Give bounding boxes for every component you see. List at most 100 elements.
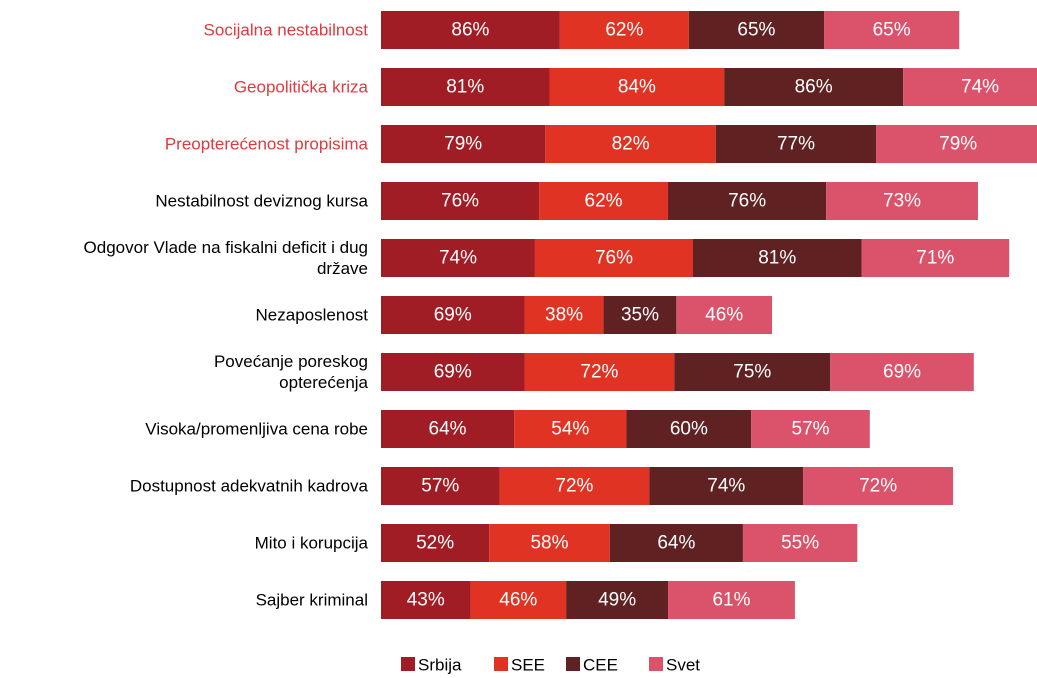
bar-segment: [724, 68, 904, 106]
bar-segment: [524, 296, 604, 334]
bar-segment: [514, 410, 627, 448]
bar-segment: [603, 296, 677, 334]
category-label: Povećanje poreskog opterećenja: [213, 352, 368, 392]
value-label: 76%: [441, 191, 479, 212]
bar-segment: [381, 11, 560, 49]
bar-segment: [381, 239, 535, 277]
bar-segment: [903, 68, 1037, 106]
bar-segment: [381, 467, 500, 505]
category-label: Visoka/promenljiva cena robe: [145, 419, 368, 439]
category-label: Geopolitička kriza: [233, 77, 368, 97]
value-label: 76%: [595, 248, 633, 269]
value-label: 73%: [883, 191, 921, 212]
value-label: 76%: [728, 191, 766, 212]
value-label: 62%: [605, 20, 643, 41]
bar-segment: [381, 182, 540, 220]
bar-segment: [381, 296, 525, 334]
value-label: 49%: [598, 590, 636, 611]
legend-swatch: [401, 657, 415, 671]
value-label: 55%: [781, 533, 819, 554]
value-label: 46%: [499, 590, 537, 611]
bar-segment: [545, 125, 716, 163]
legend-swatch: [649, 657, 663, 671]
value-label: 74%: [961, 77, 999, 98]
legend-label: SEE: [511, 656, 545, 675]
value-label: 61%: [712, 590, 750, 611]
bar-segment: [524, 353, 675, 391]
value-label: 72%: [555, 476, 593, 497]
value-label: 71%: [916, 248, 954, 269]
value-label: 86%: [795, 77, 833, 98]
value-label: 65%: [737, 20, 775, 41]
value-label: 58%: [530, 533, 568, 554]
value-label: 72%: [859, 476, 897, 497]
legend-swatch: [566, 657, 580, 671]
bar-segment: [489, 524, 610, 562]
value-label: 69%: [434, 305, 472, 326]
value-label: 75%: [733, 362, 771, 383]
value-label: 52%: [416, 533, 454, 554]
bar-segment: [470, 581, 567, 619]
bar-segment: [381, 581, 471, 619]
value-label: 79%: [444, 134, 482, 155]
bar-segment: [534, 239, 693, 277]
bar-segment: [742, 524, 858, 562]
bar-segment: [381, 410, 515, 448]
value-label: 81%: [446, 77, 484, 98]
value-label: 74%: [707, 476, 745, 497]
bar-segment: [549, 68, 725, 106]
value-label: 57%: [421, 476, 459, 497]
bar-segment: [693, 239, 862, 277]
bar-segment: [688, 11, 825, 49]
value-label: 64%: [429, 419, 467, 440]
value-label: 43%: [407, 590, 445, 611]
value-label: 84%: [618, 77, 656, 98]
legend-label: CEE: [583, 656, 618, 675]
bar-segment: [668, 182, 827, 220]
bar-segment: [539, 182, 669, 220]
bar-segment: [824, 11, 960, 49]
value-label: 77%: [777, 134, 815, 155]
category-label: Socijalna nestabilnost: [203, 20, 368, 40]
category-label: Preopterećenost propisima: [164, 134, 368, 154]
category-label: Nezaposlenost: [255, 305, 368, 325]
bar-segment: [830, 353, 974, 391]
category-label: Mito i korupcija: [254, 533, 368, 553]
value-label: 62%: [585, 191, 623, 212]
bar-segment: [499, 467, 650, 505]
bar-segment: [715, 125, 877, 163]
bar-segment: [803, 467, 953, 505]
value-label: 57%: [792, 419, 830, 440]
value-label: 69%: [883, 362, 921, 383]
bar-segment: [381, 524, 490, 562]
bar-segment: [626, 410, 752, 448]
legend-swatch: [494, 657, 508, 671]
legend-label: Srbija: [418, 656, 462, 675]
legend-label: Svet: [666, 656, 700, 675]
bar-segment: [609, 524, 743, 562]
category-label: Dostupnost adekvatnih kadrova: [129, 476, 368, 496]
bar-segment: [876, 125, 1037, 163]
bar-segment: [674, 353, 831, 391]
bar-segment: [668, 581, 795, 619]
bar-segment: [381, 353, 525, 391]
value-label: 79%: [939, 134, 977, 155]
bar-segment: [559, 11, 689, 49]
value-label: 82%: [612, 134, 650, 155]
value-label: 35%: [621, 305, 659, 326]
bar-segment: [566, 581, 669, 619]
category-label: Odgovor Vlade na fiskalni deficit i dug …: [83, 238, 368, 278]
bar-segment: [381, 68, 550, 106]
value-label: 69%: [434, 362, 472, 383]
value-label: 54%: [551, 419, 589, 440]
value-label: 65%: [873, 20, 911, 41]
bar-segment: [676, 296, 773, 334]
value-label: 60%: [670, 419, 708, 440]
value-label: 38%: [545, 305, 583, 326]
value-label: 86%: [451, 20, 489, 41]
category-label: Sajber kriminal: [255, 590, 368, 610]
bar-segment: [861, 239, 1010, 277]
bar-segment: [826, 182, 978, 220]
value-label: 64%: [657, 533, 695, 554]
